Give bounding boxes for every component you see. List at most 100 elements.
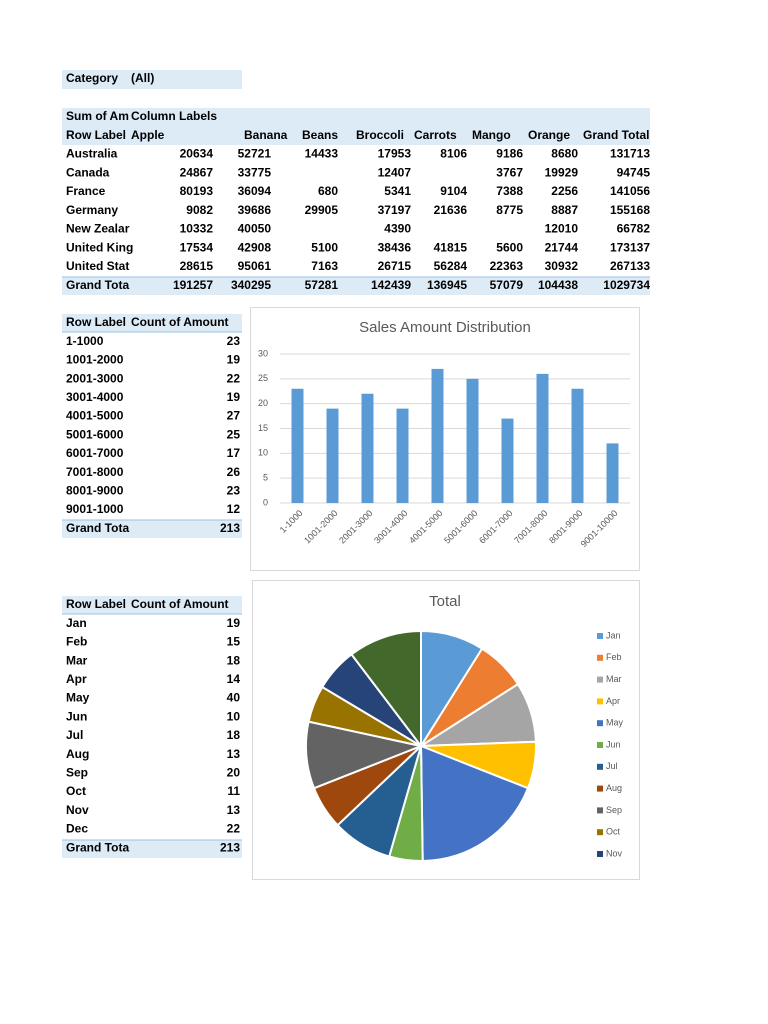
legend-label: Aug <box>606 783 622 793</box>
column-header: Row Label <box>66 597 126 611</box>
row-label: Germany <box>66 203 118 217</box>
row-label: Australia <box>66 147 118 161</box>
row-label: Apr <box>66 672 87 686</box>
row-label: Mar <box>66 653 88 667</box>
cell-value: 57281 <box>305 278 339 292</box>
cell-value: 26 <box>227 465 241 479</box>
column-header: Grand Total <box>583 128 649 142</box>
column-header: Broccoli <box>356 128 404 142</box>
cell-value: 25 <box>227 427 241 441</box>
row-label: Jan <box>66 616 87 630</box>
cell-value: 142439 <box>371 278 411 292</box>
y-tick-label: 20 <box>258 398 268 408</box>
cell-value: 29905 <box>305 203 339 217</box>
row-label: Canada <box>66 165 110 179</box>
cell-value: 19929 <box>545 165 579 179</box>
total-band <box>62 520 242 538</box>
cell-value: 104438 <box>538 278 578 292</box>
cell-value: 30932 <box>545 259 579 273</box>
cell-value: 7163 <box>311 259 338 273</box>
legend-swatch <box>597 720 603 727</box>
y-tick-label: 5 <box>263 473 268 483</box>
cell-value: 9104 <box>440 184 467 198</box>
row-label: 2001-3000 <box>66 371 124 385</box>
total-band <box>62 277 650 295</box>
cell-value: 17 <box>227 446 241 460</box>
legend-label: Mar <box>606 674 622 684</box>
legend-swatch <box>597 676 603 683</box>
cell-value: 24867 <box>180 165 214 179</box>
cell-value: 22 <box>227 371 241 385</box>
row-label: Jun <box>66 709 87 723</box>
cell-value: 5341 <box>384 184 411 198</box>
row-label: France <box>66 184 106 198</box>
cell-value: 36094 <box>238 184 272 198</box>
cell-value: 56284 <box>434 259 468 273</box>
bar <box>361 393 374 503</box>
row-label: 7001-8000 <box>66 465 124 479</box>
cell-value: 22363 <box>490 259 524 273</box>
chart-title: Total <box>429 593 461 610</box>
bar <box>326 408 339 503</box>
row-label: Grand Tota <box>66 840 129 854</box>
cell-value: 42908 <box>238 240 272 254</box>
cell-value: 28615 <box>180 259 214 273</box>
row-label: 1001-2000 <box>66 353 124 367</box>
row-label: Oct <box>66 784 86 798</box>
legend-swatch <box>597 698 603 705</box>
cell-value: 17953 <box>378 147 412 161</box>
cell-value: 8680 <box>551 147 578 161</box>
cell-value: 95061 <box>238 259 272 273</box>
y-tick-label: 15 <box>258 423 268 433</box>
cell-value: 3767 <box>496 165 523 179</box>
column-header: Banana <box>244 128 288 142</box>
chart-title: Sales Amount Distribution <box>359 319 531 336</box>
y-tick-label: 0 <box>263 497 268 507</box>
row-label: Jul <box>66 728 83 742</box>
cell-value: 18 <box>227 728 241 742</box>
cell-value: 19 <box>227 353 241 367</box>
cell-value: 2256 <box>551 184 578 198</box>
y-tick-label: 10 <box>258 448 268 458</box>
cell-value: 33775 <box>238 165 272 179</box>
header-band <box>62 314 242 332</box>
cell-value: 8106 <box>440 147 467 161</box>
filter-label: Category <box>66 71 118 85</box>
cell-value: 141056 <box>610 184 650 198</box>
cell-value: 4390 <box>384 222 411 236</box>
legend-label: Nov <box>606 848 623 858</box>
cell-value: 37197 <box>378 203 412 217</box>
cell-value: 8775 <box>496 203 523 217</box>
cell-value: 5100 <box>311 240 338 254</box>
cell-value: 21636 <box>434 203 468 217</box>
legend-label: Apr <box>606 696 620 706</box>
legend-swatch <box>597 654 603 661</box>
legend-label: Jan <box>606 630 621 640</box>
legend-swatch <box>597 742 603 748</box>
row-label: Nov <box>66 803 89 817</box>
total-band <box>62 840 242 858</box>
cell-value: 20 <box>227 765 241 779</box>
cell-value: 18 <box>227 653 241 667</box>
cell-value: 21744 <box>545 240 579 254</box>
filter-value: (All) <box>131 71 154 85</box>
cell-value: 340295 <box>231 278 271 292</box>
row-label: 8001-9000 <box>66 483 124 497</box>
legend-label: Jun <box>606 739 621 749</box>
pie-slice <box>350 629 422 749</box>
cell-value: 41815 <box>434 240 468 254</box>
bar <box>536 373 549 503</box>
legend-label: Oct <box>606 827 621 837</box>
column-header: Row Label <box>66 128 126 142</box>
cell-value: 14433 <box>305 147 339 161</box>
row-label: Dec <box>66 822 88 836</box>
bar <box>501 418 514 503</box>
cell-value: 8887 <box>551 203 578 217</box>
column-header: Count of Amount <box>131 597 229 611</box>
cell-value: 40050 <box>238 222 272 236</box>
row-label: 6001-7000 <box>66 446 124 460</box>
cell-value: 66782 <box>617 222 651 236</box>
bar <box>291 388 304 503</box>
